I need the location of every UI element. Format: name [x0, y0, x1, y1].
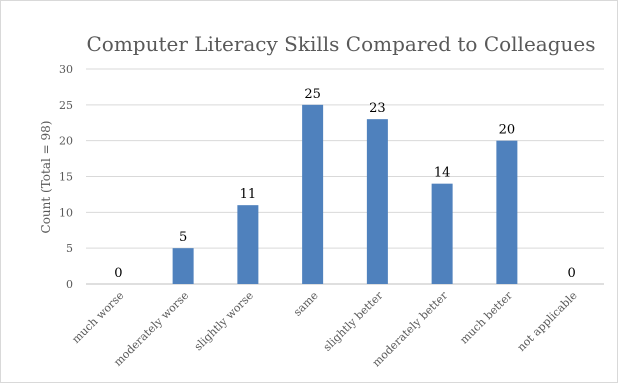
- y-tick-label: 0: [66, 278, 73, 291]
- bar: [237, 205, 259, 284]
- y-tick-label: 5: [66, 242, 73, 255]
- data-labels: 0 5 11 25 23 14 20 0: [114, 87, 576, 281]
- x-tick-label: same: [291, 289, 321, 319]
- y-axis-title: Count (Total = 98): [39, 121, 53, 234]
- bar: [431, 183, 453, 284]
- data-label: 14: [434, 166, 451, 181]
- data-label: 20: [499, 123, 516, 138]
- y-tick-label: 25: [59, 99, 73, 112]
- y-tick-label: 30: [59, 63, 73, 76]
- y-tick-label: 20: [59, 135, 73, 148]
- data-label: 23: [369, 101, 386, 116]
- data-label: 5: [179, 230, 187, 245]
- x-tick-label: slightly worse: [192, 289, 256, 353]
- x-tick-label: not applicable: [515, 289, 580, 354]
- data-label: 25: [304, 87, 321, 102]
- bar: [302, 104, 324, 284]
- y-axis-ticks: 0 5 10 15 20 25 30: [59, 63, 73, 291]
- y-tick-label: 10: [59, 206, 73, 219]
- bar: [496, 140, 518, 284]
- chart-title: Computer Literacy Skills Compared to Col…: [86, 32, 595, 56]
- x-tick-label: much worse: [69, 289, 126, 346]
- bars: [172, 104, 518, 285]
- data-label: 11: [240, 187, 257, 202]
- x-tick-label: slightly better: [321, 288, 386, 353]
- bar: [366, 119, 388, 285]
- bar: [172, 248, 194, 284]
- data-label: 0: [567, 266, 575, 281]
- data-label: 0: [114, 266, 122, 281]
- gridlines: [86, 68, 604, 285]
- y-tick-label: 15: [59, 171, 73, 184]
- x-tick-label: much better: [457, 288, 515, 346]
